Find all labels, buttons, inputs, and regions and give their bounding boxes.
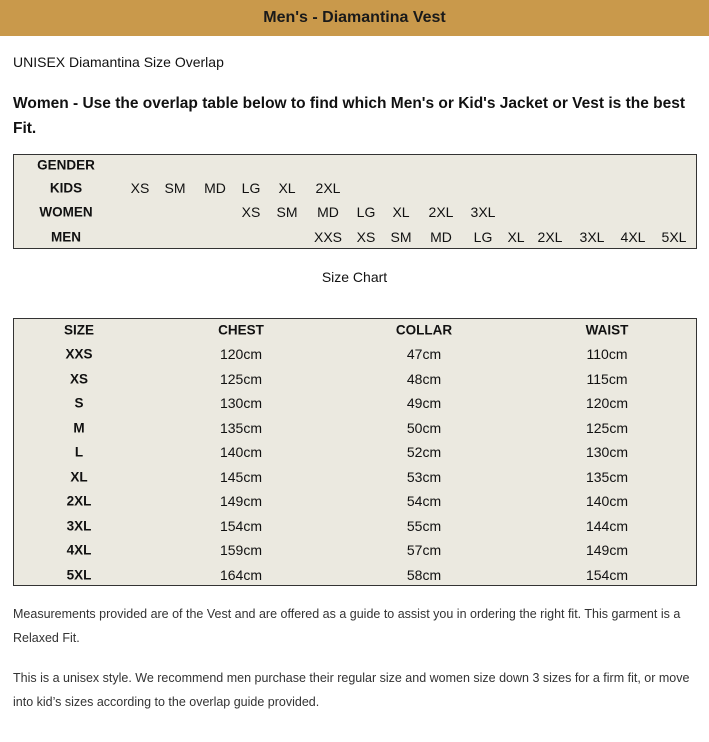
size-label: 5XL [66, 567, 92, 582]
measurement: 159cm [219, 542, 263, 558]
measurement: 120cm [585, 395, 629, 411]
measurement: 58cm [406, 566, 442, 583]
measurement: 154cm [585, 566, 629, 583]
gender-header: GENDER [37, 157, 95, 173]
measurement: 145cm [219, 468, 263, 485]
size-cell: MD [317, 204, 339, 220]
size-cell: XL [507, 229, 525, 245]
size-cell: 4XL [620, 229, 646, 245]
size-cell: 2XL [428, 204, 454, 220]
gender-label: KIDS [49, 180, 83, 196]
size-cell: XXS [313, 229, 343, 245]
measurement: 49cm [406, 395, 442, 411]
size-cell: XS [356, 229, 376, 245]
size-chart-table: SIZE CHEST COLLAR WAIST XXS 120cm 47cm 110cm XS 1… [13, 318, 697, 586]
measurement: 120cm [219, 346, 263, 362]
measurement: 47cm [406, 346, 442, 362]
measurement: 140cm [219, 444, 263, 460]
size-cell: XL [392, 204, 410, 220]
size-label: M [73, 420, 85, 435]
measurement: 144cm [585, 517, 629, 534]
measurement: 130cm [585, 444, 629, 460]
size-cell: 5XL [661, 229, 687, 245]
overlap-table: GENDER KIDS XS SM MD LG XL 2XL WOMEN XS SM MD LG XL 2X… [13, 154, 697, 249]
size-cell: LG [473, 229, 493, 245]
measurement: 55cm [406, 517, 442, 534]
gender-label: MEN [51, 229, 81, 245]
size-cell: SM [276, 204, 298, 220]
size-cell: XS [130, 180, 150, 196]
note: Measurements provided are of the Vest an… [13, 607, 681, 645]
size-cell: LG [356, 204, 376, 220]
intro-text: UNISEX Diamantina Size Overlap [13, 54, 224, 70]
size-label: S [74, 395, 84, 411]
measurement: 135cm [219, 419, 263, 436]
measurement: 48cm [406, 370, 442, 387]
measurement: 52cm [406, 444, 442, 460]
size-chart-title: Size Chart [321, 269, 388, 285]
measurement: 154cm [219, 517, 263, 534]
note: This is a unisex style. We recommend men… [13, 671, 690, 709]
size-label: 2XL [66, 493, 92, 509]
measurement: 115cm [586, 370, 628, 387]
size-cell: 2XL [537, 229, 563, 245]
size-cell: MD [430, 229, 452, 245]
column-header: CHEST [218, 322, 264, 338]
size-label: XXS [65, 346, 93, 362]
size-cell: 3XL [579, 229, 605, 245]
measurement: 54cm [406, 493, 442, 509]
gender-label: WOMEN [39, 204, 93, 220]
column-header: WAIST [585, 322, 629, 338]
size-cell: MD [204, 180, 226, 196]
measurement: 130cm [219, 395, 263, 411]
size-label: 4XL [66, 542, 92, 558]
column-header: SIZE [63, 322, 95, 338]
size-label: 3XL [66, 518, 92, 533]
measurement: 125cm [585, 419, 629, 436]
size-label: L [74, 444, 84, 460]
measurement: 57cm [406, 542, 442, 558]
size-cell: XS [241, 204, 261, 220]
size-cell: 3XL [470, 204, 496, 220]
measurement: 50cm [406, 419, 442, 436]
measurement: 164cm [219, 566, 263, 583]
measurement: 125cm [219, 370, 263, 387]
column-header: COLLAR [395, 322, 453, 338]
measurement: 135cm [585, 468, 629, 485]
measurement: 110cm [586, 346, 628, 362]
size-label: XL [70, 469, 88, 484]
measurement: 140cm [585, 493, 629, 509]
page-header: Men's - Diamantina Vest [0, 0, 709, 36]
size-cell: XL [278, 180, 296, 196]
measurement: 149cm [585, 542, 629, 558]
measurement: 149cm [219, 493, 263, 509]
size-cell: 2XL [315, 180, 341, 196]
size-cell: SM [164, 180, 186, 196]
instruction: Women - Use the overlap table below to f… [13, 95, 686, 137]
measurement: 53cm [406, 468, 442, 485]
size-label: XS [69, 371, 89, 386]
size-cell: SM [390, 229, 412, 245]
size-cell: LG [241, 180, 261, 196]
